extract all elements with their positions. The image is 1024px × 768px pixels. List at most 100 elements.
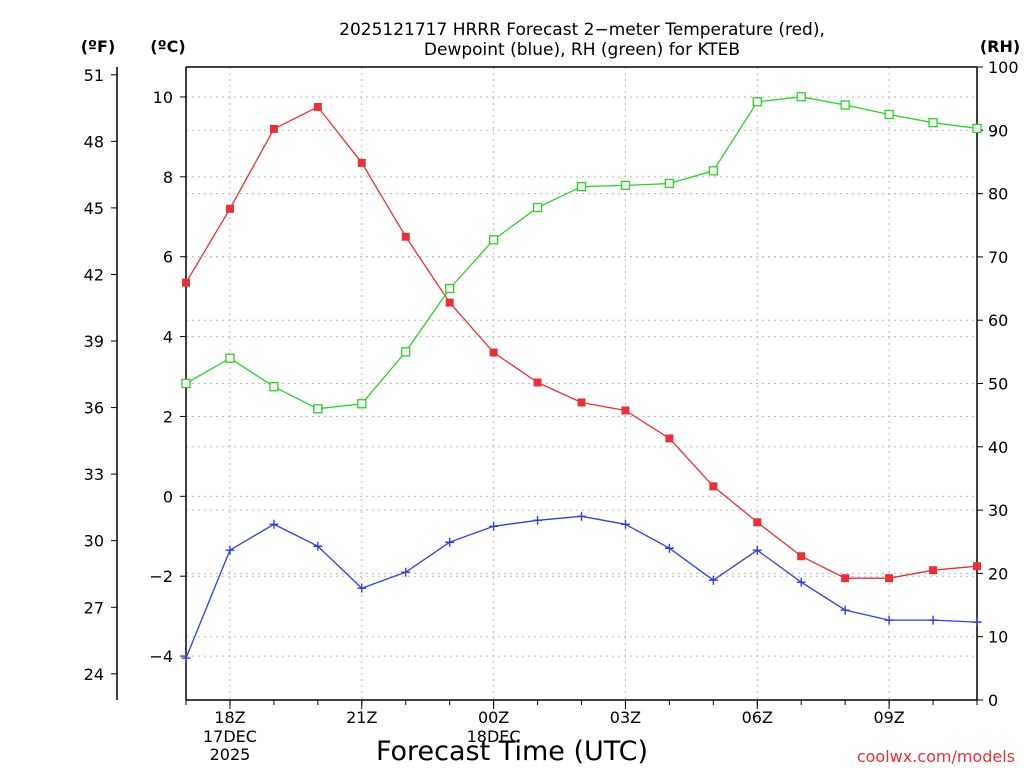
x-axis-tick-label: 09Z [873, 708, 904, 727]
axis-f-label: (ºF) [81, 37, 116, 56]
axes: 1086420−2−451484542393633302724100908070… [84, 58, 1019, 764]
temperature-point [665, 434, 674, 443]
dewpoint-point [357, 583, 367, 593]
rh-point [576, 181, 587, 192]
rh-point [269, 382, 279, 392]
rh-axis-tick-label: 20 [988, 564, 1008, 583]
temperature-point [401, 232, 410, 241]
rh-point [796, 92, 806, 102]
dewpoint-point [972, 617, 982, 627]
dewpoint-point [796, 577, 806, 587]
dewpoint-point [445, 537, 455, 547]
temperature-point [797, 552, 806, 561]
f-axis-tick-label: 48 [84, 132, 104, 151]
rh-point [225, 353, 235, 363]
temperature-point [885, 574, 894, 583]
rh-axis-tick-label: 70 [988, 248, 1008, 267]
rh-point [488, 235, 499, 245]
rh-point [620, 180, 631, 191]
temperature-point [709, 482, 718, 491]
temperature-point [533, 378, 542, 387]
f-axis-tick-label: 33 [84, 465, 104, 484]
axis-c-label: (ºC) [150, 37, 185, 56]
temperature-point [313, 102, 322, 111]
rh-point [664, 178, 675, 189]
temperature-point [357, 158, 366, 167]
series-layer [181, 92, 982, 663]
f-axis-tick-label: 51 [84, 66, 104, 85]
x-axis-tick-label: 03Z [610, 708, 641, 727]
x-axis-tick-label: 06Z [742, 708, 773, 727]
dewpoint-point [181, 653, 191, 663]
rh-point [928, 118, 938, 128]
chart-title-line2: Dewpoint (blue), RH (green) for KTEB [424, 40, 740, 60]
rh-point [752, 97, 762, 107]
temperature-point [973, 562, 981, 571]
chart-title-line1: 2025121717 HRRR Forecast 2−meter Tempera… [339, 20, 825, 40]
temperature-point [489, 348, 498, 357]
temperature-point [621, 406, 630, 415]
rh-line [185, 96, 978, 410]
dewpoint-point [401, 567, 411, 577]
f-axis-tick-label: 27 [84, 598, 104, 617]
x-axis-tick-label: 21Z [346, 708, 377, 727]
rh-axis-tick-label: 40 [988, 438, 1008, 457]
rh-point [840, 100, 850, 110]
rh-axis-tick-label: 90 [988, 121, 1008, 140]
f-axis-tick-label: 42 [84, 265, 104, 284]
dewpoint-point [620, 519, 630, 529]
c-axis-tick-label: 8 [163, 168, 173, 187]
temperature-point [182, 278, 190, 287]
x-axis-date-label: 17DEC [203, 727, 257, 746]
rh-point [357, 399, 367, 409]
dewpoint-point [752, 545, 762, 555]
dewpoint-point [884, 615, 894, 625]
dewpoint-point [664, 543, 674, 553]
rh-axis-tick-label: 30 [988, 501, 1008, 520]
temperature-point [225, 204, 234, 213]
c-axis-tick-label: 6 [163, 248, 173, 267]
axis-rh-label: (RH) [980, 37, 1020, 56]
dewpoint-point [840, 605, 850, 615]
c-axis-tick-label: −4 [149, 647, 173, 666]
dewpoint-point [577, 511, 586, 521]
dewpoint-point [708, 575, 718, 585]
f-axis-tick-label: 39 [84, 332, 104, 351]
c-axis-tick-label: 4 [163, 328, 173, 347]
watermark: coolwx.com/models [857, 747, 1015, 766]
temperature-point [445, 298, 454, 307]
x-axis-year-label: 2025 [210, 745, 251, 764]
rh-point [972, 123, 982, 134]
rh-axis-tick-label: 100 [988, 58, 1019, 77]
dewpoint-point [225, 545, 235, 555]
temperature-point [929, 566, 938, 575]
c-axis-tick-label: 10 [153, 88, 173, 107]
temperature-point [577, 398, 586, 407]
rh-point [401, 347, 411, 357]
temperature-point [841, 574, 850, 583]
rh-point [445, 283, 455, 294]
f-axis-tick-label: 30 [84, 532, 104, 551]
rh-axis-tick-label: 80 [988, 185, 1008, 204]
c-axis-tick-label: 0 [163, 487, 173, 506]
temperature-point [753, 518, 762, 527]
f-axis-tick-label: 36 [84, 399, 104, 418]
rh-point [708, 166, 718, 176]
c-axis-tick-label: −2 [149, 567, 173, 586]
dewpoint-point [928, 615, 938, 625]
c-axis-tick-label: 2 [163, 407, 173, 426]
rh-point [884, 109, 894, 120]
dewpoint-point [269, 519, 279, 529]
rh-axis-tick-label: 0 [988, 691, 998, 710]
temperature-line [185, 106, 978, 579]
rh-axis-tick-label: 10 [988, 628, 1008, 647]
rh-point [181, 378, 191, 389]
dewpoint-point [533, 515, 543, 525]
dewpoint-point [313, 541, 323, 551]
grid [186, 67, 977, 700]
temperature-point [269, 124, 278, 133]
rh-point [532, 202, 543, 213]
dewpoint-point [489, 521, 499, 531]
